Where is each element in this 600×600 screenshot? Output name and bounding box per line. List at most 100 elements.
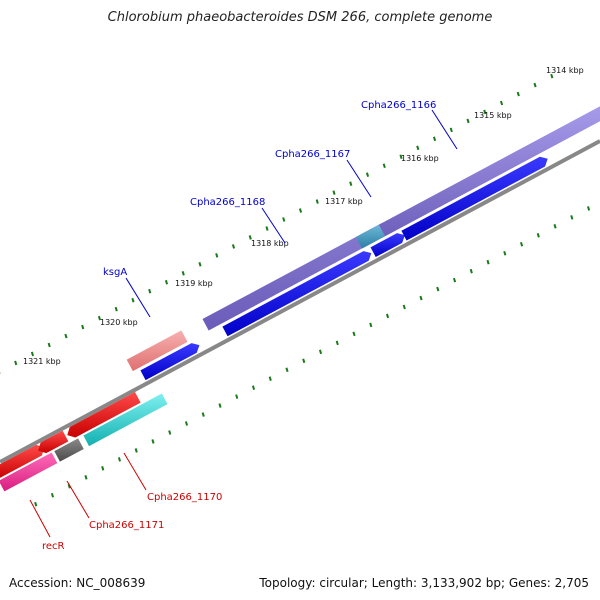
tick-mark — [516, 91, 520, 97]
leader-line — [125, 277, 151, 318]
tick-mark — [419, 295, 423, 301]
gene-label: ksgA — [103, 267, 127, 278]
tick-mark — [34, 501, 38, 507]
accession-text: Accession: NC_008639 — [9, 576, 146, 590]
tick-mark — [365, 172, 370, 177]
tick-mark — [452, 277, 457, 283]
tick-mark — [519, 241, 524, 247]
leader-lines — [29, 109, 458, 538]
tick-mark — [14, 360, 18, 366]
tick-mark — [436, 286, 440, 292]
genome-backbone — [0, 139, 600, 464]
tick-mark — [486, 259, 490, 265]
tick-mark — [248, 235, 252, 240]
tick-mark — [268, 376, 272, 381]
tick-label: 1316 kbp — [401, 154, 439, 163]
tick-label: 1317 kbp — [325, 197, 363, 206]
gene-feature-cpha266-1171[interactable] — [54, 438, 84, 462]
genome-summary-text: Topology: circular; Length: 3,133,902 bp… — [259, 576, 589, 590]
tick-mark — [151, 439, 155, 444]
tick-mark — [235, 394, 239, 399]
tick-mark — [282, 217, 286, 222]
tick-mark — [570, 215, 574, 220]
tick-mark — [416, 145, 420, 151]
tick-label: 1315 kbp — [474, 111, 512, 120]
gene-label: Cpha266_1166 — [361, 100, 436, 111]
feature-track — [0, 105, 600, 492]
gene-feature-reverse[interactable] — [38, 430, 69, 454]
tick-labels: 1314 kbp 1315 kbp 1316 kbp 1317 kbp 1318… — [23, 66, 584, 366]
tick-mark — [335, 340, 339, 346]
leader-line — [261, 207, 286, 244]
leader-line — [123, 452, 147, 491]
tick-mark — [181, 271, 185, 276]
tick-mark — [198, 262, 202, 267]
tick-mark — [385, 313, 390, 319]
tick-label: 1320 kbp — [100, 318, 138, 327]
tick-mark — [114, 306, 118, 312]
tick-mark — [117, 457, 122, 462]
inner-tick-marks — [34, 206, 591, 507]
tick-label: 1318 kbp — [251, 239, 289, 248]
tick-mark — [184, 421, 189, 426]
gene-label: Cpha266_1170 — [147, 492, 222, 503]
gene-feature-recr[interactable] — [0, 452, 58, 492]
gene-feature-reverse[interactable] — [0, 444, 45, 479]
tick-mark — [168, 430, 172, 435]
tick-mark — [81, 324, 85, 330]
tick-mark — [469, 268, 473, 274]
cds-feature-cpha266-1166[interactable] — [401, 156, 548, 241]
tick-mark — [382, 163, 386, 169]
tick-mark — [499, 100, 504, 106]
tick-mark — [30, 351, 35, 357]
gene-feature-cpha266-1166[interactable] — [360, 105, 600, 247]
tick-mark — [64, 333, 68, 339]
gene-labels: Cpha266_1166 Cpha266_1167 Cpha266_1168 k… — [42, 100, 436, 552]
tick-mark — [332, 190, 336, 195]
gene-label: Cpha266_1168 — [190, 197, 265, 208]
tick-mark — [84, 475, 88, 480]
tick-mark — [352, 331, 356, 337]
tick-mark — [533, 82, 537, 88]
tick-mark — [318, 349, 323, 355]
gene-label: Cpha266_1171 — [89, 520, 164, 531]
leader-line — [29, 499, 51, 538]
tick-mark — [215, 253, 219, 258]
gene-feature-ksga[interactable] — [126, 330, 188, 372]
tick-mark — [536, 233, 540, 238]
tick-mark — [285, 367, 289, 373]
leader-line — [66, 480, 90, 519]
tick-mark — [553, 224, 557, 229]
cds-feature-cpha266-1167[interactable] — [370, 233, 405, 258]
tick-mark — [432, 136, 437, 142]
tick-mark — [265, 226, 269, 231]
tick-mark — [231, 244, 236, 249]
cds-feature-ksga[interactable] — [140, 343, 200, 381]
tick-mark — [97, 315, 102, 321]
leader-line — [431, 109, 458, 150]
tick-mark — [218, 403, 222, 408]
tick-mark — [47, 342, 51, 348]
tick-mark — [449, 127, 453, 133]
tick-mark — [251, 385, 256, 390]
tick-label: 1321 kbp — [23, 357, 61, 366]
tick-mark — [50, 492, 55, 498]
tick-label: 1319 kbp — [175, 279, 213, 288]
gene-label: Cpha266_1167 — [275, 149, 350, 160]
tick-mark — [550, 73, 554, 79]
tick-label: 1314 kbp — [546, 66, 584, 75]
cds-feature-cpha266-1168[interactable] — [222, 251, 372, 337]
map-title: Chlorobium phaeobacteroides DSM 266, com… — [107, 10, 493, 25]
tick-mark — [101, 466, 105, 471]
tick-mark — [302, 358, 306, 364]
outer-tick-marks — [0, 73, 554, 374]
tick-mark — [587, 206, 591, 211]
tick-mark — [201, 412, 205, 417]
tick-mark — [298, 208, 303, 213]
gene-feature-cpha266-1170[interactable] — [83, 393, 168, 447]
gene-feature-reverse[interactable] — [67, 392, 141, 438]
tick-mark — [399, 154, 403, 160]
gene-feature-cpha266-1167[interactable] — [355, 224, 386, 249]
tick-mark — [164, 279, 169, 285]
